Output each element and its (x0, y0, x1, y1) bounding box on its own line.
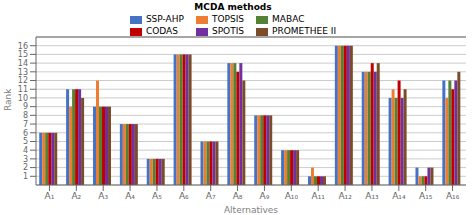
svg-text:A₁: A₁ (45, 191, 55, 201)
svg-text:A₁₂: A₁₂ (338, 191, 352, 201)
html-text:SSP-AHP: SSP-AHP (145, 14, 184, 24)
svg-text:A₇: A₇ (206, 191, 216, 201)
svg-text:6: 6 (23, 129, 28, 138)
svg-text:10: 10 (18, 94, 28, 103)
svg-text:A₆: A₆ (179, 191, 189, 201)
svg-text:3: 3 (23, 155, 28, 164)
svg-text:5: 5 (23, 137, 28, 146)
svg-text:A₈: A₈ (233, 191, 243, 201)
html-text:CODAS: CODAS (145, 26, 178, 36)
svg-text:A₄: A₄ (125, 191, 135, 201)
html-text:TOPSIS: TOPSIS (212, 14, 245, 24)
svg-text:A₉: A₉ (260, 191, 270, 201)
svg-text:14: 14 (18, 59, 28, 68)
svg-text:9: 9 (23, 102, 28, 111)
svg-text:A₁₁: A₁₁ (312, 191, 326, 201)
svg-text:A₁₃: A₁₃ (365, 191, 379, 201)
svg-text:12: 12 (18, 76, 28, 85)
svg-text:Rank: Rank (8, 88, 13, 111)
svg-text:8: 8 (23, 111, 28, 120)
html-text:PROMETHEE II: PROMETHEE II (272, 26, 337, 36)
svg-text:A₁₅: A₁₅ (419, 191, 433, 201)
svg-text:2: 2 (23, 163, 28, 172)
svg-text:16: 16 (18, 42, 28, 51)
svg-text:Alternatives: Alternatives (224, 205, 278, 215)
svg-text:1: 1 (23, 172, 28, 181)
html-text:MCDA methods: MCDA methods (194, 2, 272, 12)
svg-text:A₁₄: A₁₄ (392, 191, 406, 201)
svg-text:A₂: A₂ (71, 191, 81, 201)
svg-text:A₁₆: A₁₆ (446, 191, 460, 201)
html-text:MABAC: MABAC (272, 14, 305, 24)
svg-text:A₁₀: A₁₀ (285, 191, 299, 201)
svg-text:15: 15 (18, 50, 28, 59)
svg-text:4: 4 (23, 146, 28, 155)
svg-text:A₅: A₅ (152, 191, 162, 201)
svg-text:11: 11 (18, 85, 28, 94)
svg-text:7: 7 (23, 120, 28, 129)
svg-text:13: 13 (18, 68, 28, 77)
html-text:SPOTIS: SPOTIS (212, 26, 245, 36)
svg-text:A₃: A₃ (98, 191, 108, 201)
